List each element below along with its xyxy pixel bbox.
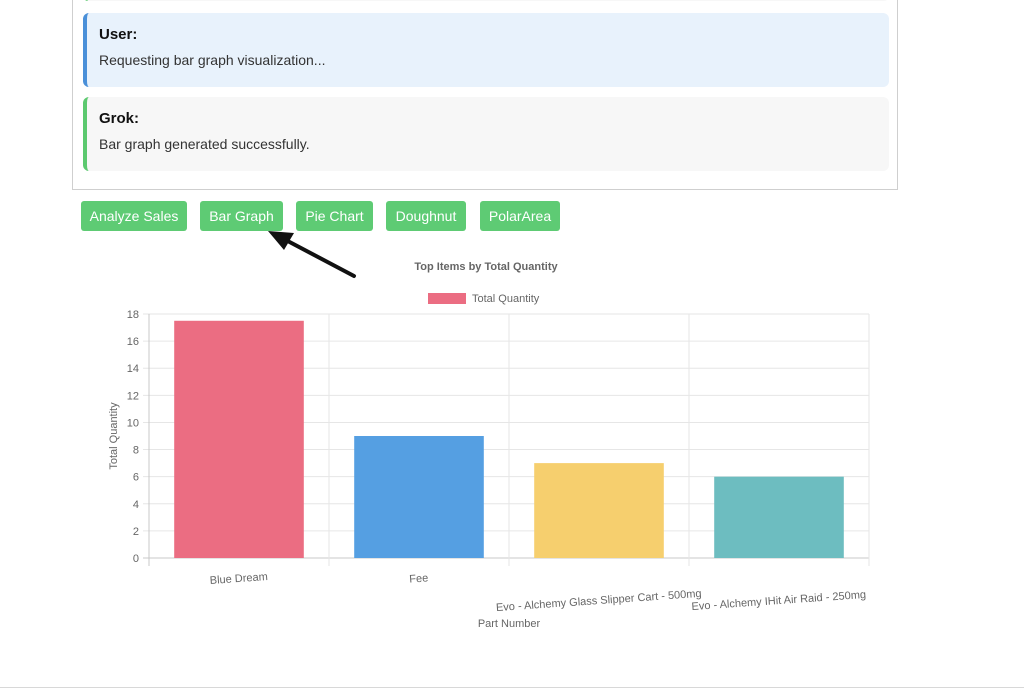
bar-graph-button[interactable]: Bar Graph <box>200 201 283 231</box>
y-tick-label: 6 <box>133 472 139 484</box>
bar-chart: Top Items by Total Quantity Total Quantit… <box>108 261 870 630</box>
y-tick-label: 2 <box>133 526 139 538</box>
y-tick-label: 16 <box>127 336 139 348</box>
message-text: Bar graph generated successfully. <box>99 136 310 152</box>
x-tick-label: Evo - Alchemy IHit Air Raid - 250mg <box>691 589 866 613</box>
analyze-sales-button[interactable]: Analyze Sales <box>81 201 187 231</box>
message-text: Requesting bar graph visualization... <box>99 52 326 68</box>
y-tick-label: 18 <box>127 309 139 321</box>
x-axis-title: Part Number <box>478 618 541 630</box>
y-axis-title: Total Quantity <box>108 402 120 470</box>
pointer-arrow-icon <box>268 231 356 278</box>
y-tick-label: 10 <box>127 417 139 429</box>
message-sender: Grok: <box>99 110 140 127</box>
y-tick-label: 14 <box>127 363 139 375</box>
polar-area-button[interactable]: PolarArea <box>480 201 560 231</box>
bar <box>714 476 844 558</box>
y-tick-label: 12 <box>127 390 139 402</box>
pie-chart-button[interactable]: Pie Chart <box>296 201 373 231</box>
x-tick-label: Fee <box>409 572 429 585</box>
chart-title: Top Items by Total Quantity <box>414 261 558 273</box>
bar <box>354 436 484 558</box>
bar <box>174 320 304 558</box>
chat-panel: User: Requesting bar graph visualization… <box>72 0 898 190</box>
doughnut-button[interactable]: Doughnut <box>386 201 466 231</box>
y-tick-label: 0 <box>133 553 139 565</box>
legend-swatch <box>428 293 466 304</box>
user-message: User: Requesting bar graph visualization… <box>83 13 889 87</box>
divider <box>0 687 1024 688</box>
y-tick-label: 4 <box>133 499 139 511</box>
message-sender: User: <box>99 26 138 43</box>
legend-label: Total Quantity <box>472 293 540 305</box>
grok-message: Grok: Bar graph generated successfully. <box>83 97 889 171</box>
bar <box>534 463 664 558</box>
x-tick-label: Evo - Alchemy Glass Slipper Cart - 500mg <box>496 588 702 614</box>
y-tick-label: 8 <box>133 445 139 457</box>
previous-message <box>83 0 889 1</box>
x-tick-label: Blue Dream <box>209 571 268 587</box>
